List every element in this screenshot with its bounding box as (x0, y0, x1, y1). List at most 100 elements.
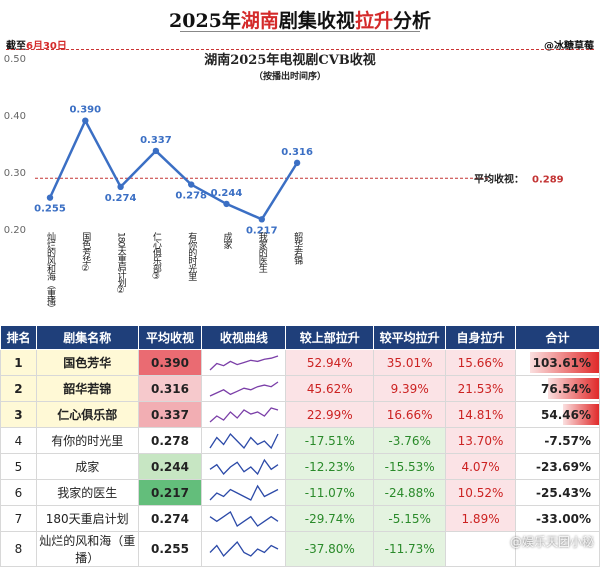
data-label: 0.316 (281, 147, 313, 158)
vs-previous-cell: 52.94% (285, 349, 375, 376)
sparkline-cell (201, 401, 287, 428)
sparkline-cell (201, 479, 287, 506)
table-row: 4 有你的时光里 0.278 -17.51% -3.76% 13.70% -7.57% (0, 427, 600, 454)
x-category-label: 韶华若锦 (292, 231, 303, 266)
self-lift-cell: 21.53% (445, 375, 516, 402)
rank-cell: 4 (0, 427, 37, 454)
title-underline (180, 31, 420, 32)
show-name-cell: 韶华若锦 (35, 375, 139, 402)
y-tick-label: 0.40 (4, 111, 26, 122)
avg-rating-cell: 0.255 (137, 531, 203, 567)
y-tick-label: 0.20 (4, 225, 26, 236)
data-point (223, 200, 230, 208)
vs-previous-cell: -29.74% (285, 505, 375, 532)
column-header: 排名 (0, 325, 37, 350)
x-category-label: 我家的医生 (257, 232, 268, 273)
vs-average-cell: 35.01% (373, 349, 447, 376)
show-name-cell: 国色芳华 (35, 349, 139, 376)
self-lift-cell: 14.81% (445, 401, 516, 428)
vs-average-cell: -5.15% (373, 505, 447, 532)
total-value: -23.69% (536, 459, 591, 474)
show-name-cell: 我家的医生 (35, 479, 139, 506)
vs-average-cell: -15.53% (373, 453, 447, 480)
data-label: 0.390 (69, 105, 101, 116)
total-value: 54.46% (541, 407, 591, 422)
table-row: 7 180天重启计划 0.274 -29.74% -5.15% 1.89% -33.00% (0, 505, 600, 532)
watermark: @娱乐天团小秘 (509, 535, 594, 549)
rank-cell: 7 (0, 505, 37, 532)
rank-cell: 5 (0, 453, 37, 480)
header-divider (6, 49, 594, 50)
column-header: 较上部拉升 (285, 325, 375, 350)
sparkline (209, 432, 279, 449)
table-row: 6 我家的医生 0.217 -11.07% -24.88% 10.52% -25.43% (0, 479, 600, 506)
vs-previous-cell: -37.80% (285, 531, 375, 567)
series-line (48, 117, 299, 221)
sparkline-path (209, 354, 279, 370)
column-header: 较平均拉升 (373, 325, 447, 350)
sparkline-path (209, 432, 279, 449)
sparkline (209, 354, 279, 370)
date-note: 截至6月30日 (6, 41, 67, 52)
vs-previous-cell: -11.07% (285, 479, 375, 506)
data-point (82, 117, 89, 124)
data-label: 0.244 (211, 188, 243, 199)
vs-average-cell: -3.76% (373, 427, 447, 454)
avg-rating-cell: 0.244 (137, 453, 203, 480)
self-lift-cell: 1.89% (445, 505, 516, 532)
x-category-label: 仁心俱乐部③ (151, 231, 162, 281)
sparkline (209, 458, 279, 475)
data-point (188, 181, 195, 188)
avg-rating-cell: 0.274 (137, 505, 203, 532)
sparkline-cell (201, 453, 287, 480)
y-tick-label: 0.50 (4, 54, 26, 65)
total-bar (530, 352, 599, 373)
x-category-label: 成家 (222, 231, 233, 249)
column-header: 剧集名称 (35, 325, 139, 350)
total-value: -33.00% (536, 511, 591, 526)
data-point (46, 194, 54, 201)
sparkline-cell (201, 349, 287, 376)
sparkline (209, 380, 279, 397)
total-cell: -25.43% (515, 479, 600, 506)
chart-title: 湖南2025年电视剧CVB收视 (204, 52, 376, 68)
self-lift-cell: 4.07% (445, 453, 516, 480)
x-category-label: 灿烂的风和海（重播） (45, 231, 56, 312)
sparkline-cell (201, 531, 287, 567)
column-header: 自身拉升 (445, 325, 516, 350)
self-lift-cell: 15.66% (445, 349, 516, 376)
average-value: 0.289 (532, 174, 564, 185)
sparkline-path (209, 458, 279, 475)
vs-previous-cell: 45.62% (285, 375, 375, 402)
vs-average-cell: -11.73% (373, 531, 447, 567)
show-name-cell: 180天重启计划 (35, 505, 139, 532)
x-category-label: 有你的时光里 (186, 231, 197, 281)
data-label: 0.278 (175, 191, 207, 202)
sparkline-path (209, 484, 279, 501)
sparkline-cell (201, 427, 287, 454)
table-header-row: 排名 剧集名称 平均收视 收视曲线 较上部拉升 较平均拉升 自身拉升 合计 (0, 325, 600, 350)
table-row: 3 仁心俱乐部 0.337 22.99% 16.66% 14.81% 54.46% (0, 401, 600, 428)
show-name-cell: 灿烂的风和海（重播） (35, 531, 139, 567)
vs-previous-cell: -17.51% (285, 427, 375, 454)
show-name-cell: 有你的时光里 (35, 427, 139, 454)
self-lift-cell: 13.70% (445, 427, 516, 454)
total-cell: 103.61% (515, 349, 600, 376)
sparkline-path (209, 540, 279, 558)
column-header: 平均收视 (137, 325, 203, 350)
show-name-cell: 仁心俱乐部 (35, 401, 139, 428)
sparkline (209, 540, 279, 558)
data-label: 0.255 (34, 204, 66, 215)
y-tick-label: 0.30 (4, 168, 26, 179)
ratings-table: 排名 剧集名称 平均收视 收视曲线 较上部拉升 较平均拉升 自身拉升 合计 1 国色芳华 0.39… (0, 325, 600, 567)
rank-cell: 2 (0, 375, 37, 402)
sparkline-cell (201, 505, 287, 532)
sparkline-path (209, 510, 279, 527)
sparkline-cell (201, 375, 287, 402)
total-bar (562, 404, 599, 425)
total-value: -7.57% (544, 433, 591, 448)
show-name-cell: 成家 (35, 453, 139, 480)
table-body: 1 国色芳华 0.390 52.94% 35.01% 15.66% 103.61% 2 韶华若锦… (0, 349, 600, 567)
author-tag: @冰糖草莓 (544, 41, 594, 52)
ratings-line-chart: 湖南2025年电视剧CVB收视 （按播出时间序） 0.20 0.30 0.40 0.50 平… (4, 52, 564, 312)
